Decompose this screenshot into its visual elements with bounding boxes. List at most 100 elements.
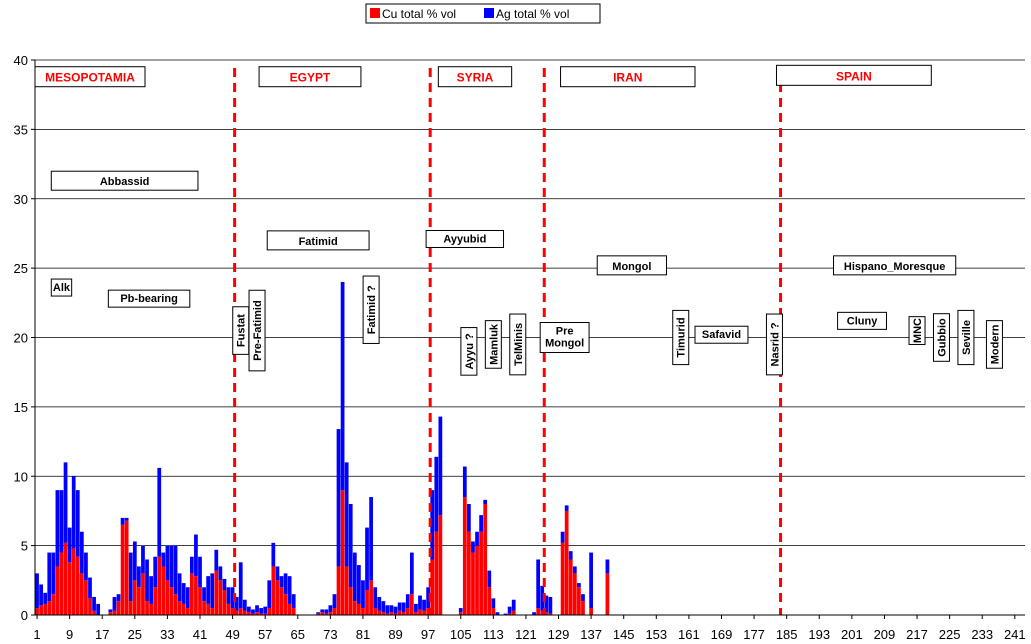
- bar-cu: [385, 613, 390, 615]
- bar-cu: [426, 608, 431, 615]
- bar-ag: [577, 583, 581, 588]
- bar-cu: [43, 603, 48, 615]
- bar-cu: [75, 556, 80, 615]
- bar-ag: [471, 541, 475, 553]
- bar-cu: [194, 576, 198, 615]
- annotation-label: Cluny: [847, 315, 878, 327]
- bar-cu: [405, 608, 410, 615]
- bar-ag: [291, 594, 296, 609]
- vertical-annotation-box: [362, 275, 380, 344]
- bar-ag: [320, 609, 325, 613]
- bar-ag: [426, 587, 431, 609]
- bar-ag: [242, 599, 247, 611]
- bar-cu: [157, 556, 162, 615]
- bar-ag: [479, 515, 483, 532]
- legend-label-cu: Cu total % vol: [382, 7, 456, 21]
- bar-cu: [189, 573, 194, 615]
- bar-cu: [84, 580, 88, 615]
- bar-cu: [71, 548, 76, 615]
- x-tick-labels: 1 9 17 25 33 41 49 57 65 73 81 89 97 105 113 121 129 137 1…: [33, 615, 1026, 642]
- bar-cu: [116, 601, 121, 615]
- annotation-label: Pre: [556, 326, 574, 338]
- bar-cu: [255, 612, 259, 615]
- bar-ag: [92, 596, 96, 611]
- y-tick-label: 0: [21, 608, 28, 623]
- annotation-box: [596, 255, 667, 276]
- legend-swatch-ag: [484, 8, 494, 18]
- bar-cu: [230, 608, 235, 615]
- vertical-annotation-label: Gubbio: [936, 318, 948, 357]
- region-box: [34, 66, 146, 88]
- bar-cu: [132, 580, 137, 615]
- bar-cu: [279, 587, 284, 615]
- bar-cu: [141, 573, 145, 615]
- bar-ag: [71, 476, 76, 549]
- bar-ag: [108, 609, 113, 613]
- annotation-label: Mongol: [612, 261, 651, 273]
- vertical-annotation: Fatimid ?: [362, 275, 380, 344]
- bar-ag: [116, 594, 121, 602]
- bar-ag: [88, 577, 92, 599]
- bar-ag: [149, 576, 153, 604]
- bar-cu: [483, 504, 488, 615]
- bar-cu: [120, 524, 125, 615]
- annotation-box: [833, 255, 957, 276]
- x-tick-label: 17: [95, 627, 109, 642]
- bar-cu: [59, 552, 64, 615]
- vertical-annotation-box: [248, 289, 266, 372]
- bar-cu: [206, 603, 211, 615]
- bar-cu: [328, 612, 333, 615]
- vertical-annotation-box: [765, 313, 783, 376]
- bar-ag: [59, 490, 64, 553]
- bar-ag: [153, 556, 158, 588]
- bar-ag: [169, 545, 174, 588]
- bar-cu: [51, 594, 56, 615]
- bar-ag: [589, 552, 593, 609]
- bar-ag: [332, 594, 337, 609]
- vertical-annotation: Timurid: [672, 309, 690, 366]
- bar-ag: [544, 595, 549, 613]
- bar-cu: [316, 613, 321, 615]
- bar-ag: [430, 490, 435, 560]
- bar-ag: [568, 551, 573, 560]
- bar-cu: [161, 566, 166, 615]
- bar-cu: [389, 612, 394, 615]
- x-tick-label: 233: [971, 627, 993, 642]
- bar-cu: [218, 580, 223, 615]
- bar-ag: [328, 605, 333, 613]
- legend-frame: [365, 3, 601, 24]
- bar-cu: [242, 610, 247, 615]
- bar-ag: [255, 605, 259, 613]
- bar-cu: [271, 566, 276, 615]
- x-tick-label: 9: [66, 627, 73, 642]
- bar-cu: [397, 610, 402, 615]
- x-tick-label: 57: [258, 627, 272, 642]
- annotation-label: Hispano_Moresque: [844, 261, 945, 273]
- bar-cu: [418, 609, 422, 615]
- bar-ag: [409, 552, 414, 595]
- bar-cu: [320, 612, 325, 615]
- vertical-annotation: Mamluk: [484, 320, 502, 369]
- bar-ag: [287, 576, 292, 604]
- x-tick-label: 65: [291, 627, 305, 642]
- bar-ag: [405, 594, 410, 609]
- annotation-box: [266, 230, 370, 251]
- bar-cu: [438, 515, 443, 615]
- bar-ag: [361, 580, 365, 609]
- x-tick-label: 185: [776, 627, 798, 642]
- bar-cu: [357, 603, 361, 615]
- vertical-annotation: Nasrid ?: [765, 313, 783, 376]
- bar-cu: [344, 566, 349, 615]
- bar-ag: [234, 596, 239, 611]
- bar-ag: [120, 517, 125, 525]
- annotation-label: Mongol: [545, 338, 584, 350]
- vertical-annotation: Modern: [985, 320, 1003, 369]
- bar-ag: [434, 456, 439, 532]
- bar-cu: [462, 497, 467, 615]
- bar-ag: [210, 573, 215, 609]
- bar-cu: [324, 613, 329, 615]
- bar-ag: [389, 605, 394, 613]
- bar-cu: [422, 610, 426, 615]
- bar-ag: [381, 601, 386, 613]
